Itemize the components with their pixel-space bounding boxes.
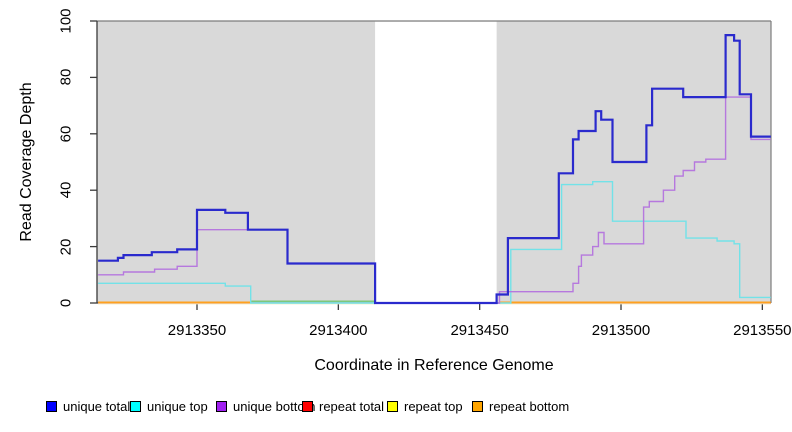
x-axis-title: Coordinate in Reference Genome: [314, 357, 554, 374]
legend-item-repeat-bottom: repeat bottom: [472, 399, 569, 414]
legend-swatch-unique-bottom: [216, 401, 227, 412]
legend-item-repeat-top: repeat top: [387, 399, 463, 414]
legend-label: repeat bottom: [489, 399, 570, 414]
x-tick-label-2913450: 2913450: [450, 322, 509, 339]
legend-swatch-repeat-bottom: [472, 401, 483, 412]
y-tick-label-100: 100: [57, 8, 75, 34]
y-tick-label-0: 0: [57, 298, 75, 308]
legend-item-unique-top: unique top: [130, 399, 208, 414]
x-tick-label-2913500: 2913500: [591, 322, 651, 339]
legend-item-repeat-total: repeat total: [302, 399, 384, 414]
legend-swatch-unique-total: [46, 401, 57, 412]
legend-item-unique-total: unique total: [46, 399, 130, 414]
legend-swatch-repeat-top: [387, 401, 398, 412]
legend-label: unique top: [147, 399, 208, 414]
legend-swatch-repeat-total: [302, 401, 313, 412]
series-unique-total-line: [98, 34, 771, 305]
legend-label: unique total: [63, 399, 131, 414]
y-tick-label-80: 80: [57, 69, 75, 86]
y-axis-title: Read Coverage Depth: [18, 82, 35, 242]
y-tick-label-40: 40: [57, 181, 75, 199]
legend-item-unique-bottom: unique bottom: [216, 399, 315, 414]
legend-swatch-unique-top: [130, 401, 141, 412]
legend-label: repeat total: [319, 399, 385, 414]
y-tick-label-60: 60: [57, 125, 75, 143]
legend-label: unique bottom: [233, 399, 316, 414]
x-tick-label-2913350: 2913350: [167, 322, 227, 339]
x-tick-label-2913550: 2913550: [733, 322, 792, 339]
legend-label: repeat top: [404, 399, 463, 414]
x-tick-label-2913400: 2913400: [309, 322, 368, 339]
gap-band: [375, 21, 497, 308]
y-tick-label-20: 20: [57, 238, 75, 255]
series-unique-top-line: [98, 181, 771, 304]
